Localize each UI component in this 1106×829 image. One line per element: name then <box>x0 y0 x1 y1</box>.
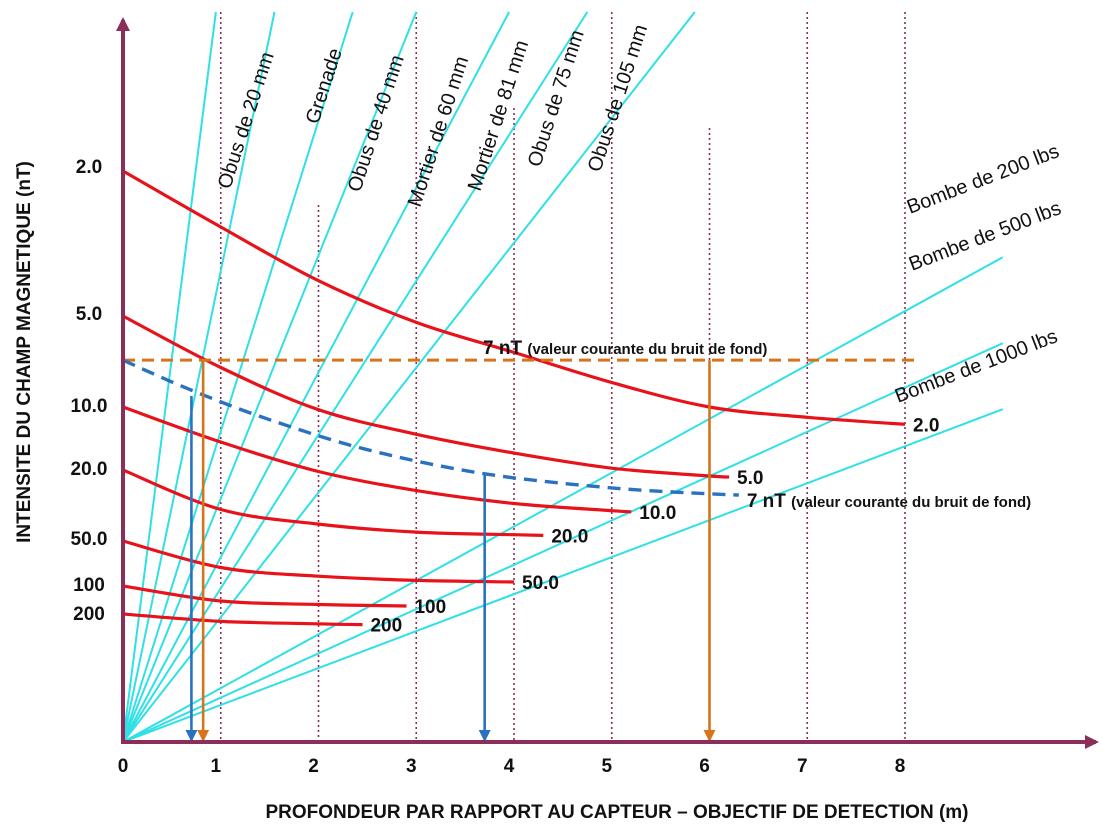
ordnance-line-10 <box>122 408 1004 743</box>
field-curve-label-200: 200 <box>370 616 402 637</box>
field-curve-label-100: 100 <box>414 597 446 618</box>
grid-layer <box>219 12 906 742</box>
ordnance-label-3: Obus de 40 mm <box>344 52 409 194</box>
field-curve-100 <box>122 584 407 608</box>
field-curve-10.0 <box>122 405 632 514</box>
x-tick-label-6: 6 <box>699 756 710 777</box>
labels-layer: PROFONDEUR PAR RAPPORT AU CAPTEUR – OBJE… <box>14 22 1064 823</box>
ordnance-line-1 <box>122 11 217 743</box>
noise-level-label: 7 nT (valeur courante du bruit de fond) <box>483 338 767 359</box>
x-tick-label-0: 0 <box>118 756 129 777</box>
x-tick-label-4: 4 <box>504 756 515 777</box>
noise-curve-label: 7 nT (valeur courante du bruit de fond) <box>747 491 1031 512</box>
ordnance-line-2 <box>122 11 276 743</box>
field-curve-50.0 <box>122 539 515 584</box>
ordnance-line-9 <box>122 342 1004 743</box>
field-curve-label-10.0: 10.0 <box>639 503 676 524</box>
field-curve-label-50.0: 50.0 <box>522 573 559 594</box>
noise-curve <box>122 358 739 497</box>
field-curve-200 <box>122 612 363 627</box>
x-axis-title: PROFONDEUR PAR RAPPORT AU CAPTEUR – OBJE… <box>265 802 968 823</box>
field-curve-label-5.0: 5.0 <box>737 468 763 489</box>
field-curve-20.0 <box>122 468 544 537</box>
x-tick-label-8: 8 <box>895 756 906 777</box>
y-tick-label-50.0: 50.0 <box>71 529 108 550</box>
y-tick-label-20.0: 20.0 <box>71 459 108 480</box>
x-tick-label-1: 1 <box>210 756 221 777</box>
x-tick-label-3: 3 <box>406 756 417 777</box>
y-tick-label-10.0: 10.0 <box>71 396 108 417</box>
x-tick-label-5: 5 <box>601 756 612 777</box>
field-curve-2.0 <box>122 169 906 426</box>
noise-layer <box>122 358 915 497</box>
axes-layer <box>116 17 1099 749</box>
y-tick-label-2.0: 2.0 <box>76 157 102 178</box>
ordnance-label-5: Mortier de 81 mm <box>464 38 533 194</box>
ordnance-line-8 <box>122 256 1004 743</box>
x-tick-label-7: 7 <box>797 756 808 777</box>
ordnance-line-4 <box>122 11 418 743</box>
ordnance-label-2: Grenade <box>302 46 347 127</box>
ordnance-label-6: Obus de 75 mm <box>524 27 589 169</box>
y-tick-label-100: 100 <box>73 575 105 596</box>
ordnance-label-10: Bombe de 1000 lbs <box>892 325 1061 407</box>
field-curve-5.0 <box>122 314 730 479</box>
ordnance-label-1: Obus de 20 mm <box>214 49 279 191</box>
y-tick-label-200: 200 <box>73 604 105 625</box>
x-tick-label-2: 2 <box>308 756 319 777</box>
y-axis-title: INTENSITE DU CHAMP MAGNETIQUE (nT) <box>14 161 35 543</box>
detection-arrows-layer <box>185 360 716 742</box>
ordnance-label-7: Obus de 105 mm <box>584 22 652 175</box>
field-curve-label-2.0: 2.0 <box>913 415 939 436</box>
field-curve-label-20.0: 20.0 <box>551 526 588 547</box>
y-tick-label-5.0: 5.0 <box>76 304 102 325</box>
ordnance-lines-layer <box>122 11 1004 743</box>
field-curves-layer <box>122 169 906 627</box>
ordnance-label-4: Mortier de 60 mm <box>404 54 473 210</box>
